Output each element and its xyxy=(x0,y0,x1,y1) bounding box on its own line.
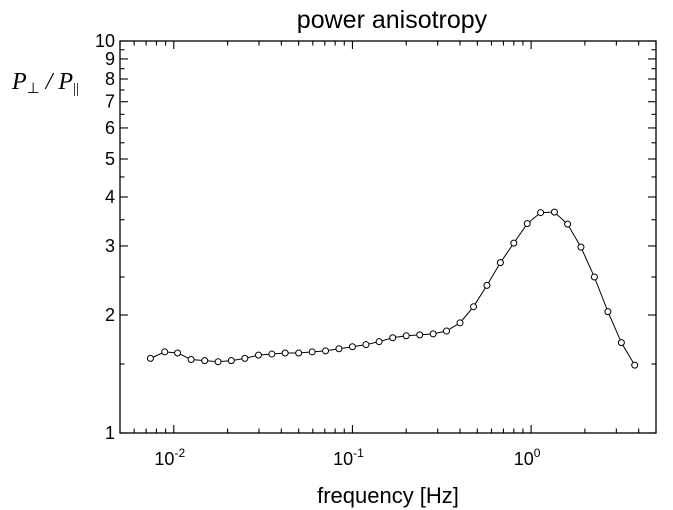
data-point xyxy=(389,334,397,342)
data-point xyxy=(161,348,169,356)
data-point xyxy=(429,330,437,338)
data-point xyxy=(631,361,639,369)
x-tick-label-exponent: 0 xyxy=(534,446,541,460)
x-tick-label-base: 10 xyxy=(333,449,353,469)
data-point xyxy=(564,220,572,228)
data-point xyxy=(348,343,356,351)
data-point xyxy=(187,355,195,363)
data-point xyxy=(268,350,276,358)
y-label-sub-par: || xyxy=(73,81,79,97)
y-tick-label: 2 xyxy=(105,305,115,325)
y-tick-label: 10 xyxy=(95,31,115,51)
data-point xyxy=(604,308,612,316)
data-point xyxy=(496,259,504,267)
data-point xyxy=(281,349,289,357)
y-label-sub-perp: ⊥ xyxy=(27,81,40,97)
data-point xyxy=(470,303,478,311)
data-point xyxy=(577,243,585,251)
data-point xyxy=(375,338,383,346)
x-tick-label-exponent: -1 xyxy=(353,446,364,460)
x-axis-label: frequency [Hz] xyxy=(317,483,459,508)
axis-ticks xyxy=(119,40,657,434)
data-point xyxy=(402,332,410,340)
y-label-p1: P xyxy=(11,69,27,95)
data-point xyxy=(510,239,518,247)
plot-frame xyxy=(119,40,657,434)
data-point xyxy=(362,341,370,349)
y-tick-label: 3 xyxy=(105,236,115,256)
x-tick-label: 100 xyxy=(514,446,541,469)
chart-title: power anisotropy xyxy=(297,6,488,34)
data-point xyxy=(322,347,330,355)
data-point xyxy=(617,339,625,347)
data-point xyxy=(255,351,263,359)
data-point xyxy=(335,345,343,353)
y-tick-label: 1 xyxy=(105,423,115,443)
data-point xyxy=(227,357,235,365)
x-tick-label: 10-1 xyxy=(333,446,364,469)
data-point xyxy=(416,331,424,339)
data-point xyxy=(590,273,598,281)
x-tick-label: 10-2 xyxy=(154,446,185,469)
data-point xyxy=(241,354,249,362)
data-point xyxy=(174,349,182,357)
y-axis-label: P⊥ / P|| xyxy=(11,69,79,97)
data-point xyxy=(308,348,316,356)
data-point xyxy=(523,220,531,228)
data-point xyxy=(483,281,491,289)
y-tick-label: 5 xyxy=(105,149,115,169)
y-tick-label: 9 xyxy=(105,49,115,69)
y-label-p2: P xyxy=(57,69,73,95)
data-point xyxy=(214,358,222,366)
data-series xyxy=(146,208,639,369)
y-tick-label: 7 xyxy=(105,92,115,112)
y-tick-label: 8 xyxy=(105,69,115,89)
data-point xyxy=(537,209,545,217)
y-tick-label: 6 xyxy=(105,118,115,138)
data-point xyxy=(295,349,303,357)
x-tick-label-exponent: -2 xyxy=(174,446,185,460)
data-point xyxy=(442,327,450,335)
x-tick-label-base: 10 xyxy=(154,449,174,469)
data-point xyxy=(146,354,154,362)
y-label-separator: / xyxy=(40,69,59,95)
data-point xyxy=(456,319,464,327)
data-point xyxy=(550,208,558,216)
data-point xyxy=(201,357,209,365)
series-line xyxy=(150,211,636,366)
x-tick-label-base: 10 xyxy=(514,449,534,469)
y-tick-label: 4 xyxy=(105,187,115,207)
